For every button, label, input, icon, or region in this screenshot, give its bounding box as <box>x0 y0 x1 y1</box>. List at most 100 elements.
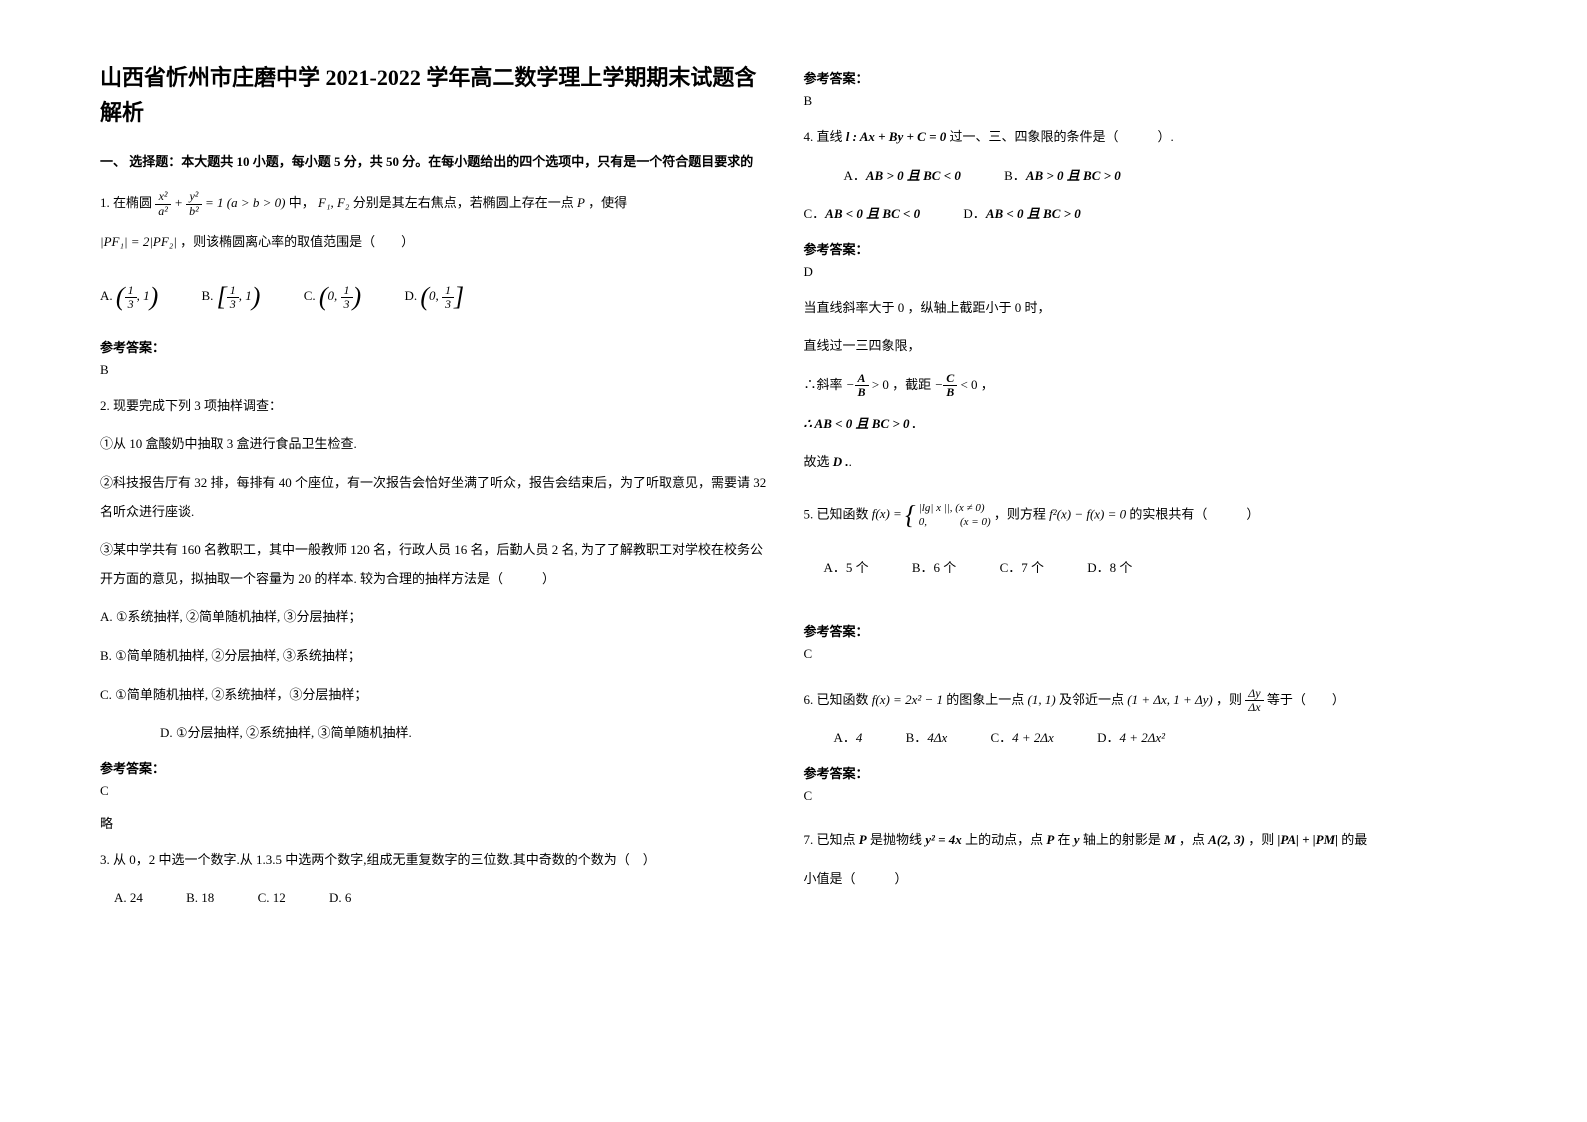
q4-intercept: −CB <box>934 377 957 392</box>
q4-exp3b: < 0 ， <box>960 377 993 392</box>
q4-A-val: AB > 0 且 BC < 0 <box>866 168 961 183</box>
q1-cond: |PF₁| = 2|PF₂| <box>100 234 177 249</box>
q4-exp2: 直线过一三四象限， <box>804 332 1478 361</box>
q3-answer: B <box>804 93 1478 109</box>
q4-C-val: AB < 0 且 BC < 0 <box>825 206 920 221</box>
q7-mid6: ，则 <box>1248 832 1274 847</box>
q7-suffix: 的最 <box>1341 832 1367 847</box>
question-5: 5. 已知函数 f(x) = { |lg| x ||, (x ≠ 0) 0, (… <box>804 487 1478 544</box>
q4-exp1-text: 当直线斜率大于 0 ，纵轴上截距小于 0 时， <box>804 300 1051 315</box>
q5-eq: f²(x) − f(x) = 0 <box>1049 506 1126 521</box>
q7-mid5: ，点 <box>1179 832 1205 847</box>
q2-omit: 略 <box>100 813 774 832</box>
q6-choices: A．4 B．4Δx C．4 + 2Δx D．4 + 2Δx² <box>804 724 1478 753</box>
question-2-item1: ①从 10 盒酸奶中抽取 3 盒进行食品卫生检查. <box>100 430 774 459</box>
q4-exp1: 当直线斜率大于 0 ，纵轴上截距小于 0 时， <box>804 294 1478 323</box>
q7-curve: y² = 4x <box>925 832 962 847</box>
q6-suffix: 等于（ ） <box>1267 692 1345 707</box>
q1-choice-A: A. (13, 1) <box>100 266 158 328</box>
q4-answer: D <box>804 264 1478 280</box>
q5-suffix: 的实根共有（ ） <box>1129 506 1259 521</box>
right-column: 参考答案： B 4. 直线 l : Ax + By + C = 0 过一、三、四… <box>804 60 1508 1082</box>
q1-C-value: (0, 13) <box>319 266 361 328</box>
q4-prefix: 4. 直线 <box>804 129 843 144</box>
q4-B-label: B． <box>1004 168 1026 183</box>
question-2-item2: ②科技报告厅有 32 排，每排有 40 个座位，有一次报告会恰好坐满了听众，报告… <box>100 469 774 526</box>
q1-frac-y-d: b² <box>186 205 202 218</box>
q1-A-label: A. <box>100 289 113 304</box>
q4-choice-B: B．AB > 0 且 BC > 0 <box>1004 162 1121 191</box>
q5-fx-label: f(x) = <box>872 506 905 521</box>
q1-tail3: ，则该椭圆离心率的取值范围是（ ） <box>180 234 414 249</box>
q6-pt2: (1 + Δx, 1 + Δy) <box>1127 692 1213 707</box>
q4-exp5: 故选 D .. <box>804 448 1478 477</box>
q1-choice-C: C. (0, 13) <box>304 266 362 328</box>
q6-ratio: ΔyΔx <box>1245 687 1263 714</box>
q6-choice-C: C．4 + 2Δx <box>990 724 1053 753</box>
q6-C-label: C． <box>990 730 1012 745</box>
q4-choice-C: C．AB < 0 且 BC < 0 <box>804 200 921 229</box>
q4-pick-label: 故选 <box>804 454 830 469</box>
q6-choice-A: A．4 <box>834 724 863 753</box>
q2-choice-B: B. ①简单随机抽样, ②分层抽样, ③系统抽样； <box>100 642 774 671</box>
q3-answer-label: 参考答案： <box>804 68 1478 87</box>
q7-P2: P <box>1046 832 1054 847</box>
q4-int-n: C <box>943 372 957 386</box>
q3-choices: A. 24 B. 18 C. 12 D. 6 <box>100 884 774 913</box>
question-4: 4. 直线 l : Ax + By + C = 0 过一、三、四象限的条件是（ … <box>804 123 1478 152</box>
q5-case1: |lg| x ||, (x ≠ 0) <box>919 501 991 515</box>
q1-choice-D: D. (0, 13] <box>404 266 464 328</box>
q5-mid: ，则方程 <box>994 506 1046 521</box>
q5-choice-A: A．5 个 <box>824 554 869 583</box>
q7-mid2: 上的动点，点 <box>965 832 1043 847</box>
q7-P: P <box>859 832 867 847</box>
q1-tail1: 分别是其左右焦点，若椭圆上存在一点 <box>353 195 574 210</box>
question-7: 7. 已知点 P 是抛物线 y² = 4x 上的动点，点 P 在 y 轴上的射影… <box>804 826 1478 855</box>
q6-mid3: ，则 <box>1216 692 1245 707</box>
q4-exp3: ∴斜率 −AB > 0 ，截距 −CB < 0 ， <box>804 371 1478 400</box>
q6-answer: C <box>804 788 1478 804</box>
q5-case2: 0, (x = 0) <box>919 515 991 529</box>
q1-answer-label: 参考答案： <box>100 337 774 356</box>
q2-answer: C <box>100 783 774 799</box>
q3-choice-D: D. 6 <box>329 884 351 913</box>
q6-mid1: 的图象上一点 <box>946 692 1024 707</box>
question-2-item3: ③某中学共有 160 名教职工，其中一般教师 120 名，行政人员 16 名，后… <box>100 536 774 593</box>
q6-choice-D: D．4 + 2Δx² <box>1097 724 1165 753</box>
q6-A-label: A． <box>834 730 856 745</box>
q4-C-label: C． <box>804 206 826 221</box>
section-header: 一、 选择题：本大题共 10 小题，每小题 5 分，共 50 分。在每小题给出的… <box>100 150 774 175</box>
q5-choice-D: D．8 个 <box>1087 554 1132 583</box>
q1-answer: B <box>100 362 774 378</box>
q1-C-label: C. <box>304 289 316 304</box>
q6-choice-B: B．4Δx <box>906 724 948 753</box>
question-3-stem: 3. 从 0，2 中选一个数字.从 1.3.5 中选两个数字,组成无重复数字的三… <box>100 846 774 875</box>
question-1: 1. 在椭圆 x²a² + y²b² = 1 (a > b > 0) 中， F₁… <box>100 189 774 218</box>
q4-choice-A: A．AB > 0 且 BC < 0 <box>844 162 961 191</box>
q5-answer-label: 参考答案： <box>804 621 1478 640</box>
q2-answer-label: 参考答案： <box>100 758 774 777</box>
q5-choice-B: B．6 个 <box>912 554 956 583</box>
q4-exp3a: ∴斜率 <box>804 377 846 392</box>
q1-mid: 中， <box>289 195 315 210</box>
q1-choice-B: B. [13, 1) <box>201 266 260 328</box>
q4-exp4-text: ∴ AB < 0 且 BC > 0 . <box>804 416 917 431</box>
q7-mid1: 是抛物线 <box>870 832 922 847</box>
q4-suffix: 过一、三、四象限的条件是（ ）. <box>949 129 1173 144</box>
q6-answer-label: 参考答案： <box>804 763 1478 782</box>
q4-line: l : Ax + By + C = 0 <box>846 129 946 144</box>
q4-pick-val: D . <box>830 454 849 469</box>
q4-slope: −AB <box>846 377 869 392</box>
q4-A-label: A． <box>844 168 866 183</box>
q1-P: P <box>577 195 585 210</box>
q5-answer: C <box>804 646 1478 662</box>
q1-prefix: 1. 在椭圆 <box>100 195 152 210</box>
q1-A-value: (13, 1) <box>116 266 158 328</box>
q6-ratio-n: Δy <box>1245 687 1263 701</box>
q6-A-val: 4 <box>856 730 863 745</box>
q2-choice-A: A. ①系统抽样, ②简单随机抽样, ③分层抽样； <box>100 603 774 632</box>
q6-B-val: 4Δx <box>927 730 947 745</box>
q1-B-label: B. <box>201 289 213 304</box>
q1-B-value: [13, 1) <box>217 266 261 328</box>
q4-row2: C．AB < 0 且 BC < 0 D．AB < 0 且 BC > 0 <box>804 200 1478 229</box>
